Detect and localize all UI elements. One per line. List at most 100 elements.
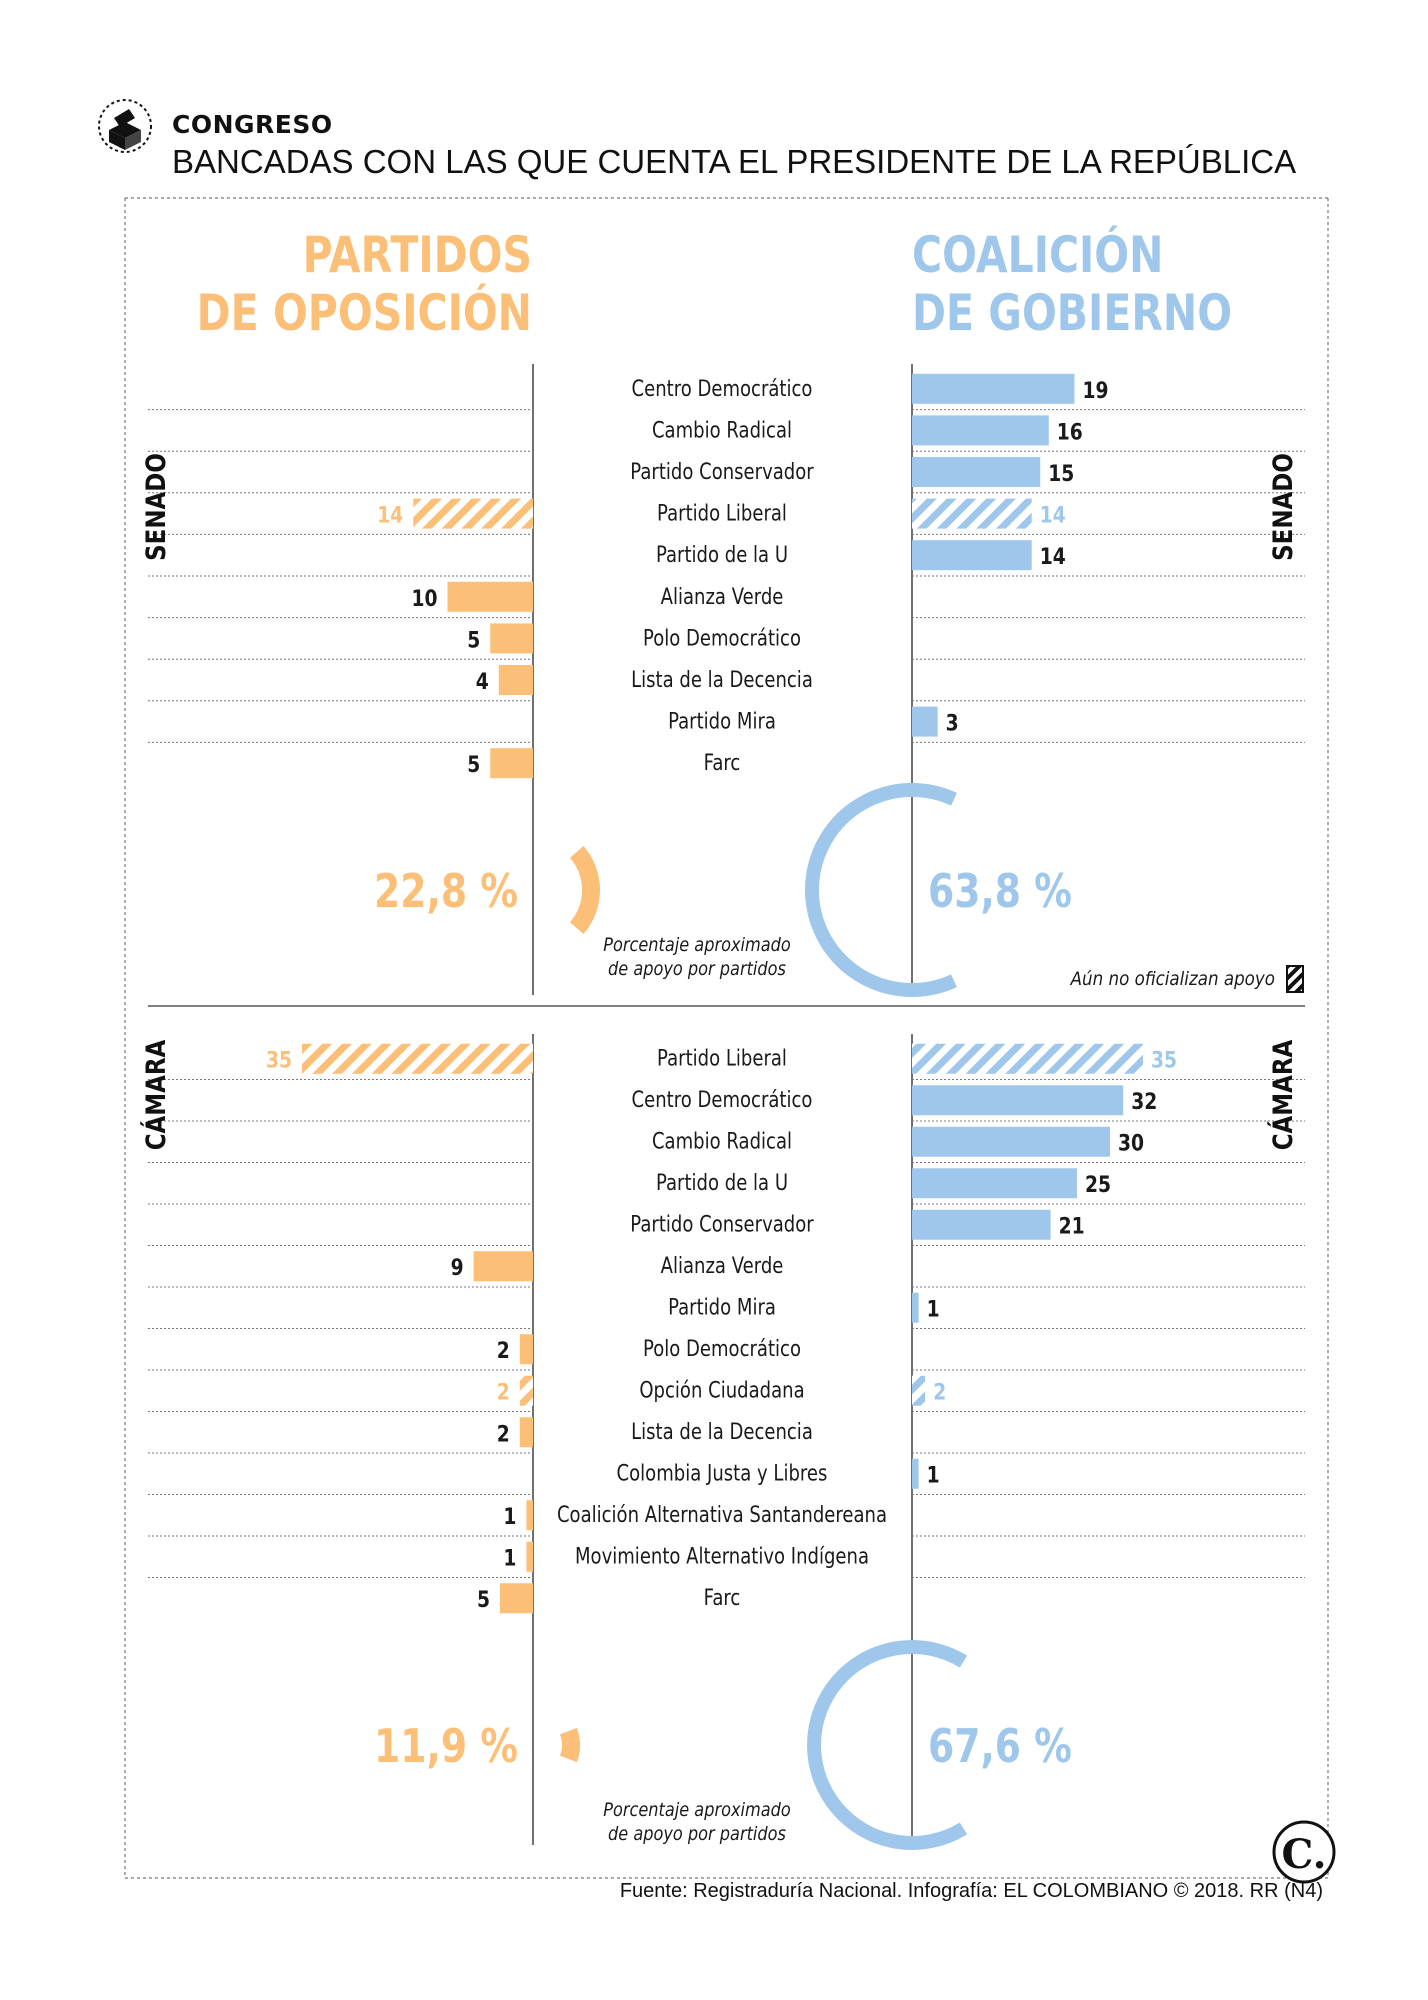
camara-government-value-label: 1 bbox=[927, 1462, 940, 1488]
senado-chamber-label-left: SENADO bbox=[140, 453, 171, 561]
senado-government-value-label: 14 bbox=[1040, 502, 1066, 528]
el-colombiano-logo: C. bbox=[1272, 1820, 1336, 1884]
camara-government-bar bbox=[912, 1043, 1143, 1074]
camara-government-bar bbox=[912, 1209, 1051, 1240]
government-heading-line-1: COALICIÓN bbox=[912, 225, 1163, 284]
camara-government-bar bbox=[912, 1375, 926, 1406]
senado-government-bar bbox=[912, 415, 1049, 446]
camara-government-value-label: 2 bbox=[933, 1379, 946, 1405]
senado-government-value-label: 19 bbox=[1082, 377, 1108, 403]
camara-government-value-label: 35 bbox=[1151, 1047, 1177, 1073]
senado-government-bar bbox=[912, 498, 1032, 529]
camara-category-label: Centro Democrático bbox=[632, 1086, 813, 1112]
camara-government-value-label: 25 bbox=[1085, 1172, 1111, 1198]
senado-opposition-value-label: 10 bbox=[411, 585, 437, 611]
camara-government-value-label: 1 bbox=[927, 1296, 940, 1322]
camara-note-line-1: Porcentaje aproximado bbox=[603, 1800, 790, 1822]
senado-category-label: Partido de la U bbox=[656, 541, 788, 567]
senado-government-bar bbox=[912, 457, 1041, 487]
senado-opposition-bar bbox=[490, 748, 533, 779]
camara-opposition-bar bbox=[519, 1417, 533, 1448]
opposition-heading-line-2: DE OPOSICIÓN bbox=[197, 283, 532, 342]
senado-government-gauge bbox=[805, 783, 957, 997]
camara-category-label: Colombia Justa y Libres bbox=[617, 1460, 828, 1486]
senado-category-label: Partido Mira bbox=[668, 708, 776, 734]
camara-opposition-value-label: 2 bbox=[497, 1421, 510, 1447]
senado-chamber-label-right: SENADO bbox=[1267, 453, 1298, 561]
camara-opposition-value-label: 9 bbox=[451, 1255, 464, 1281]
senado-opposition-value-label: 14 bbox=[377, 502, 403, 528]
camara-government-bar bbox=[912, 1085, 1124, 1116]
camara-government-bar bbox=[912, 1168, 1077, 1199]
camara-opposition-percentage: 11,9 % bbox=[374, 1719, 518, 1773]
camara-category-label: Lista de la Decencia bbox=[631, 1418, 813, 1444]
camara-opposition-value-label: 35 bbox=[266, 1047, 292, 1073]
camara-opposition-bar bbox=[302, 1043, 533, 1074]
senado-opposition-value-label: 5 bbox=[467, 752, 480, 778]
camara-government-gauge bbox=[807, 1640, 968, 1850]
camara-category-label: Partido Mira bbox=[668, 1294, 776, 1320]
senado-opposition-bar bbox=[447, 581, 533, 612]
camara-opposition-bar bbox=[519, 1334, 533, 1365]
government-heading-line-2: DE GOBIERNO bbox=[912, 284, 1232, 342]
senado-opposition-gauge bbox=[569, 846, 600, 934]
camara-category-label: Partido Liberal bbox=[657, 1045, 787, 1071]
camara-category-label: Partido Conservador bbox=[630, 1211, 814, 1237]
camara-opposition-bar bbox=[526, 1541, 533, 1572]
senado-category-label: Partido Liberal bbox=[657, 500, 787, 526]
camara-category-label: Alianza Verde bbox=[661, 1252, 784, 1278]
senado-note-line-2: de apoyo por partidos bbox=[608, 959, 786, 981]
camara-opposition-bar bbox=[519, 1375, 533, 1406]
camara-government-bar bbox=[912, 1292, 919, 1323]
ballot-box-icon bbox=[98, 99, 152, 153]
page-title: BANCADAS CON LAS QUE CUENTA EL PRESIDENT… bbox=[172, 143, 1297, 180]
senado-government-bar bbox=[912, 706, 938, 737]
senado-category-label: Partido Conservador bbox=[630, 458, 814, 484]
camara-category-label: Polo Democrático bbox=[643, 1335, 801, 1361]
senado-government-bar bbox=[912, 540, 1032, 571]
senado-category-label: Farc bbox=[704, 749, 741, 775]
camara-note-line-2: de apoyo por partidos bbox=[608, 1824, 786, 1846]
senado-government-value-label: 15 bbox=[1048, 461, 1074, 487]
camara-category-label: Coalición Alternativa Santandereana bbox=[557, 1501, 887, 1527]
senado-opposition-bar bbox=[498, 665, 533, 695]
camara-category-label: Farc bbox=[704, 1584, 741, 1610]
senado-opposition-bar bbox=[413, 498, 533, 529]
senado-opposition-bar bbox=[490, 623, 533, 654]
senado-note-line-1: Porcentaje aproximado bbox=[603, 935, 790, 957]
senado-opposition-value-label: 4 bbox=[476, 669, 489, 695]
logo-letter: C. bbox=[1281, 1831, 1326, 1878]
legend-hatch-swatch bbox=[1286, 965, 1304, 993]
source-credit: Fuente: Registraduría Nacional. Infograf… bbox=[619, 1880, 1323, 1902]
senado-opposition-percentage: 22,8 % bbox=[374, 864, 518, 918]
opposition-heading-line-1: PARTIDOS bbox=[303, 226, 532, 284]
camara-government-percentage: 67,6 % bbox=[928, 1719, 1072, 1773]
section-kicker: CONGRESO bbox=[172, 110, 333, 139]
camara-opposition-value-label: 2 bbox=[497, 1338, 510, 1364]
camara-opposition-value-label: 2 bbox=[497, 1379, 510, 1405]
senado-government-value-label: 3 bbox=[946, 710, 959, 736]
camara-opposition-bar bbox=[473, 1251, 533, 1282]
camara-opposition-bar bbox=[526, 1500, 533, 1531]
senado-government-value-label: 16 bbox=[1057, 419, 1083, 445]
senado-opposition-value-label: 5 bbox=[467, 627, 480, 653]
senado-category-label: Centro Democrático bbox=[632, 375, 813, 401]
infographic-frame bbox=[124, 197, 1329, 1879]
camara-category-label: Cambio Radical bbox=[652, 1128, 792, 1154]
senado-government-value-label: 14 bbox=[1040, 544, 1066, 570]
senado-category-label: Polo Democrático bbox=[643, 625, 801, 651]
camara-government-bar bbox=[912, 1458, 919, 1489]
camara-opposition-value-label: 1 bbox=[503, 1504, 516, 1530]
camara-opposition-gauge bbox=[559, 1727, 580, 1763]
camara-opposition-value-label: 5 bbox=[477, 1587, 490, 1613]
camara-government-bar bbox=[912, 1126, 1110, 1157]
camara-government-value-label: 30 bbox=[1118, 1130, 1144, 1156]
camara-category-label: Partido de la U bbox=[656, 1169, 788, 1195]
senado-government-percentage: 63,8 % bbox=[928, 864, 1072, 918]
camara-chamber-label-right: CÁMARA bbox=[1267, 1039, 1298, 1150]
legend-unofficial-label: Aún no oficializan apoyo bbox=[1070, 968, 1275, 990]
camara-chamber-label-left: CÁMARA bbox=[140, 1039, 171, 1150]
camara-opposition-bar bbox=[500, 1583, 533, 1614]
camara-category-label: Movimiento Alternativo Indígena bbox=[575, 1543, 869, 1569]
